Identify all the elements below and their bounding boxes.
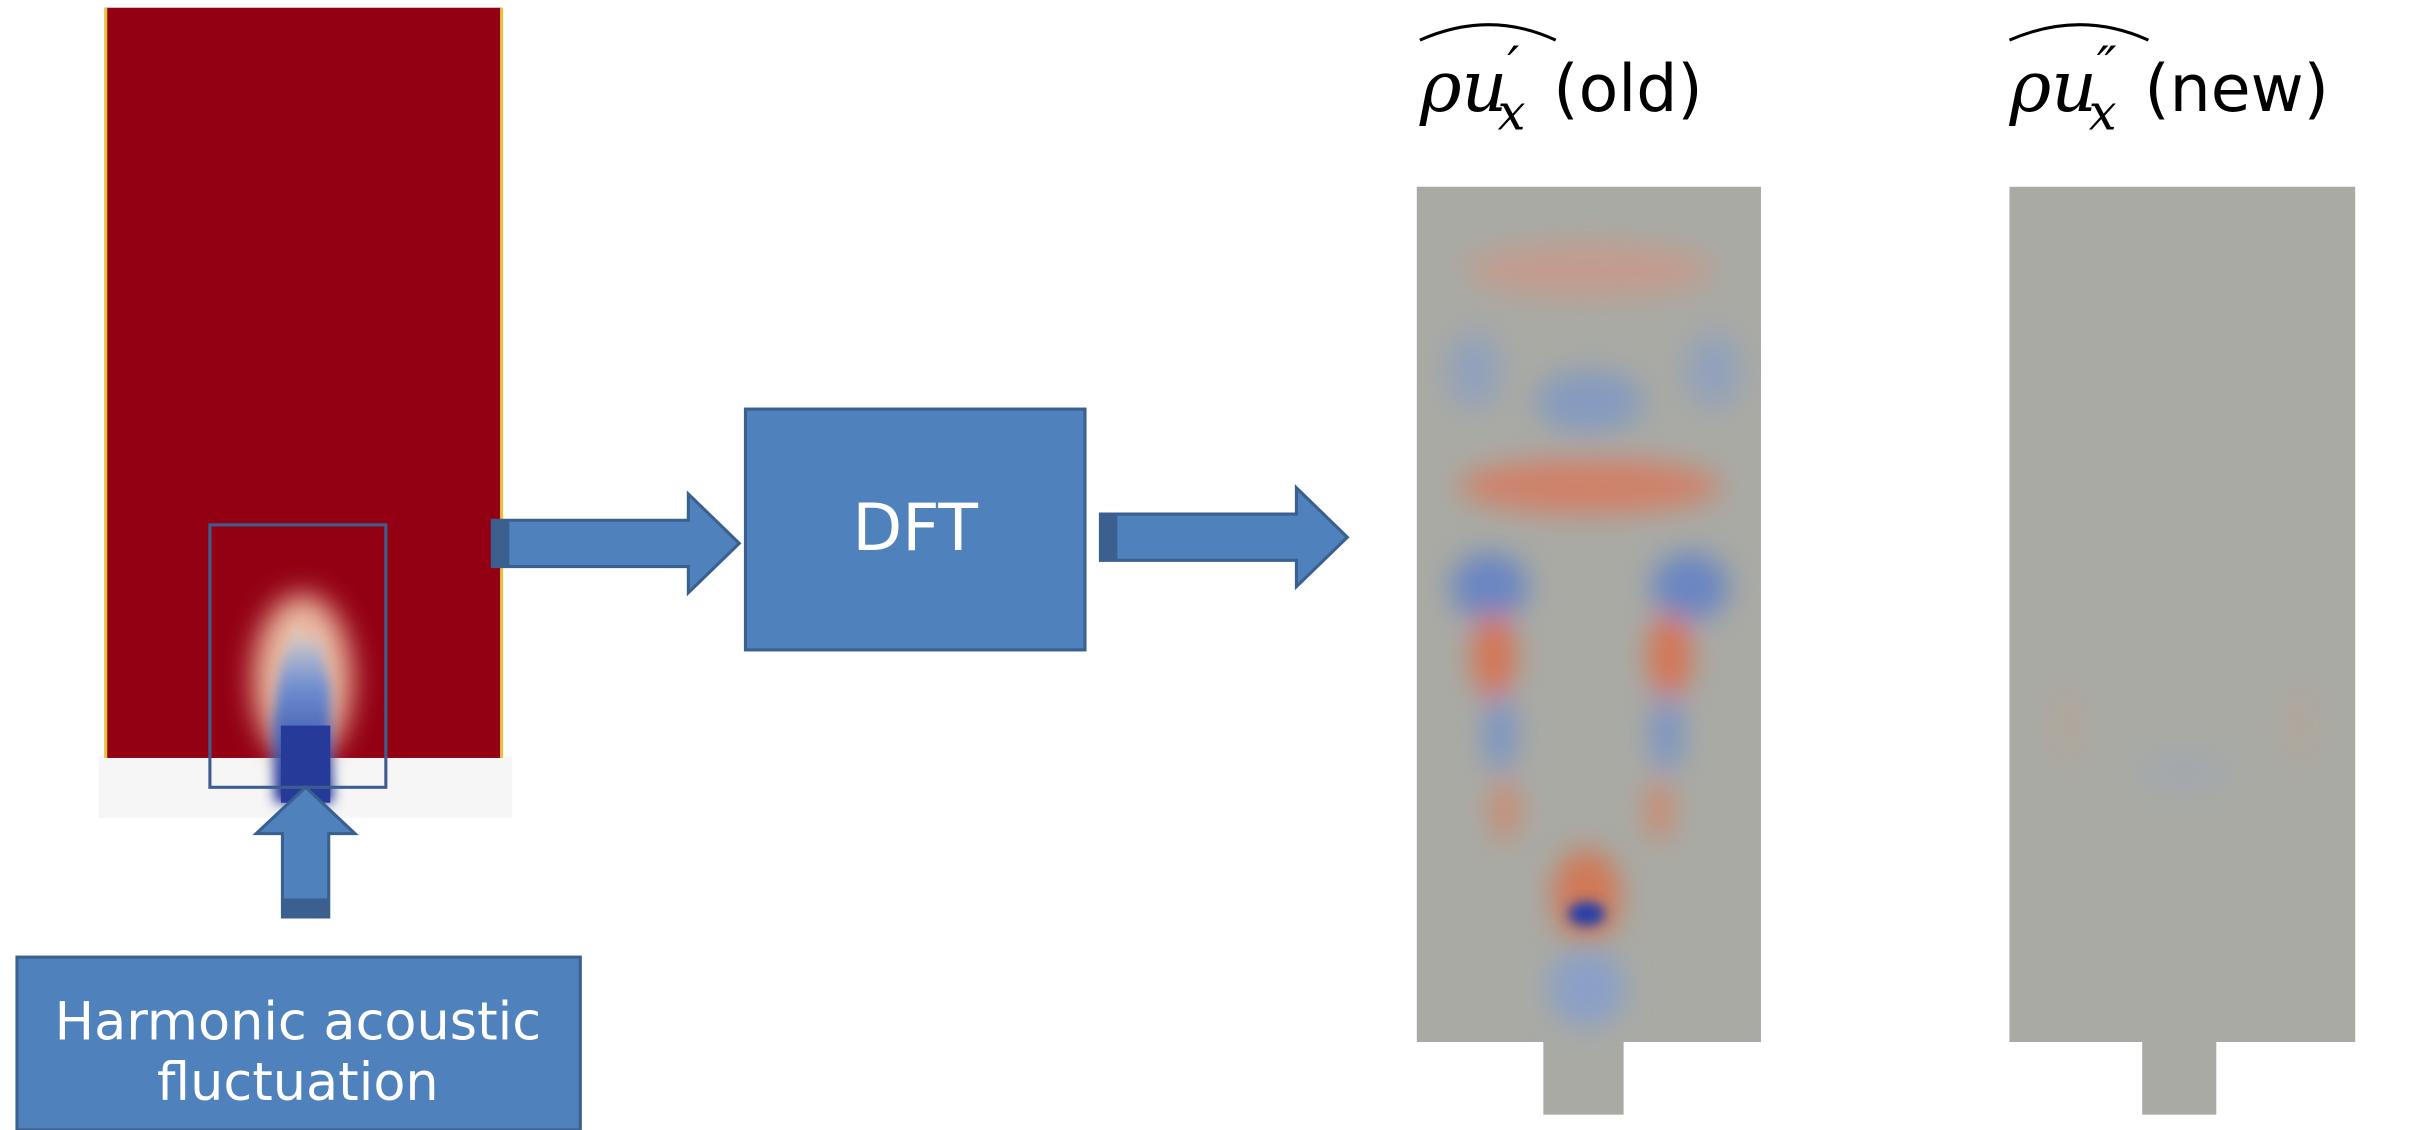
arrow-right — [1100, 488, 1347, 587]
arrow-tail — [282, 898, 328, 917]
subscript: x — [2089, 84, 2117, 142]
result-title: ρu′x(old) — [1419, 35, 1703, 141]
tag: (new) — [2144, 52, 2329, 127]
hat — [2009, 25, 2148, 40]
symbol: ρu — [2008, 45, 2096, 128]
arrow-tail — [492, 520, 509, 566]
result-title: ρu″x(new) — [2008, 35, 2328, 141]
symbol: ρu — [1419, 45, 1507, 128]
source-label: fluctuation — [157, 1052, 439, 1113]
arrow-tail — [1100, 514, 1117, 560]
source-label: Harmonic acoustic — [55, 992, 541, 1053]
process-label: DFT — [852, 491, 978, 566]
tag: (old) — [1553, 52, 1702, 127]
subscript: x — [1498, 84, 1526, 142]
diagram: Harmonic acoustic fluctuation DFT — [0, 0, 2420, 1130]
arrow-right — [492, 494, 739, 593]
result-field-new — [2009, 187, 2355, 1115]
hat — [1420, 25, 1556, 40]
result-field-old — [1417, 187, 1761, 1115]
